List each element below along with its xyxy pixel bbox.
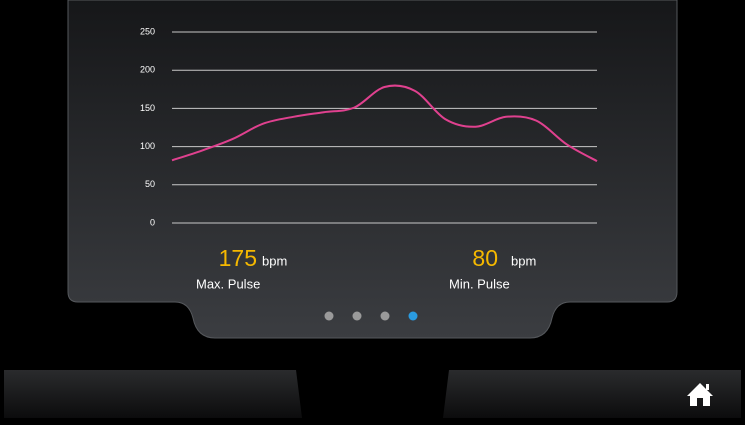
y-tick-label: 150 [140,103,155,113]
home-icon[interactable] [687,383,713,406]
page-dot[interactable] [324,311,334,321]
home-button[interactable] [687,383,713,406]
stat-unit: bpm [262,253,287,268]
pulse-line [171,84,598,162]
y-tick-label: 200 [140,65,155,75]
y-tick-label: 0 [150,217,155,227]
stat-value: 80 [472,245,498,271]
y-tick-label: 100 [140,141,155,151]
page-dot[interactable] [352,311,362,321]
y-tick-label: 50 [145,179,155,189]
home-chimney [706,384,709,390]
stat-label: Max. Pulse [196,276,260,291]
y-tick-label: 250 [140,26,155,36]
chart-panel [67,0,678,339]
stat-unit: bpm [511,253,536,268]
bottom-bar-left [4,370,302,418]
page-dot-active[interactable] [408,311,418,321]
bottom-bar-right [443,370,741,418]
stat-value: 175 [219,245,257,271]
stat-label: Min. Pulse [449,276,510,291]
page-dot[interactable] [380,311,390,321]
